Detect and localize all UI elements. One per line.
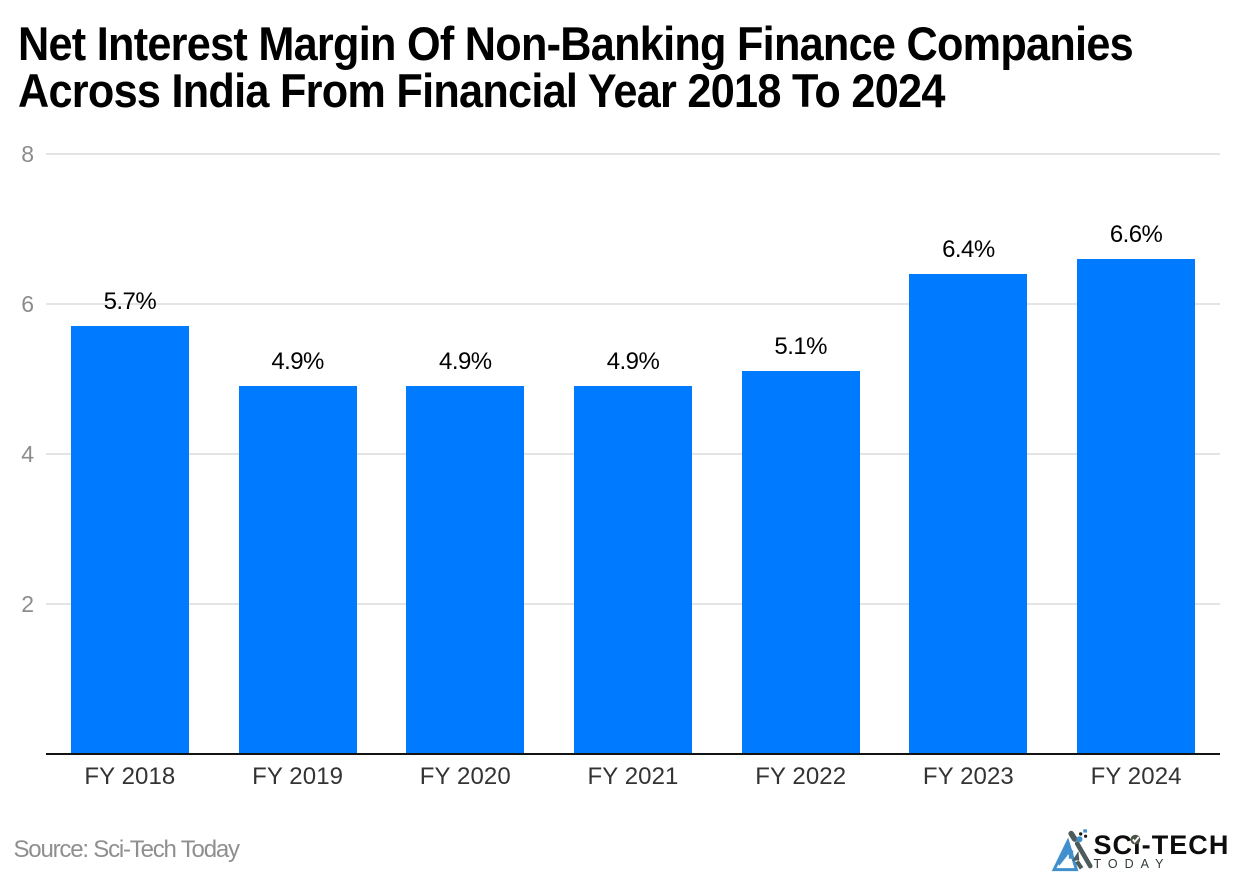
- svg-text:TODAY: TODAY: [1094, 857, 1171, 871]
- svg-text:SCı-TECH: SCı-TECH: [1094, 830, 1230, 860]
